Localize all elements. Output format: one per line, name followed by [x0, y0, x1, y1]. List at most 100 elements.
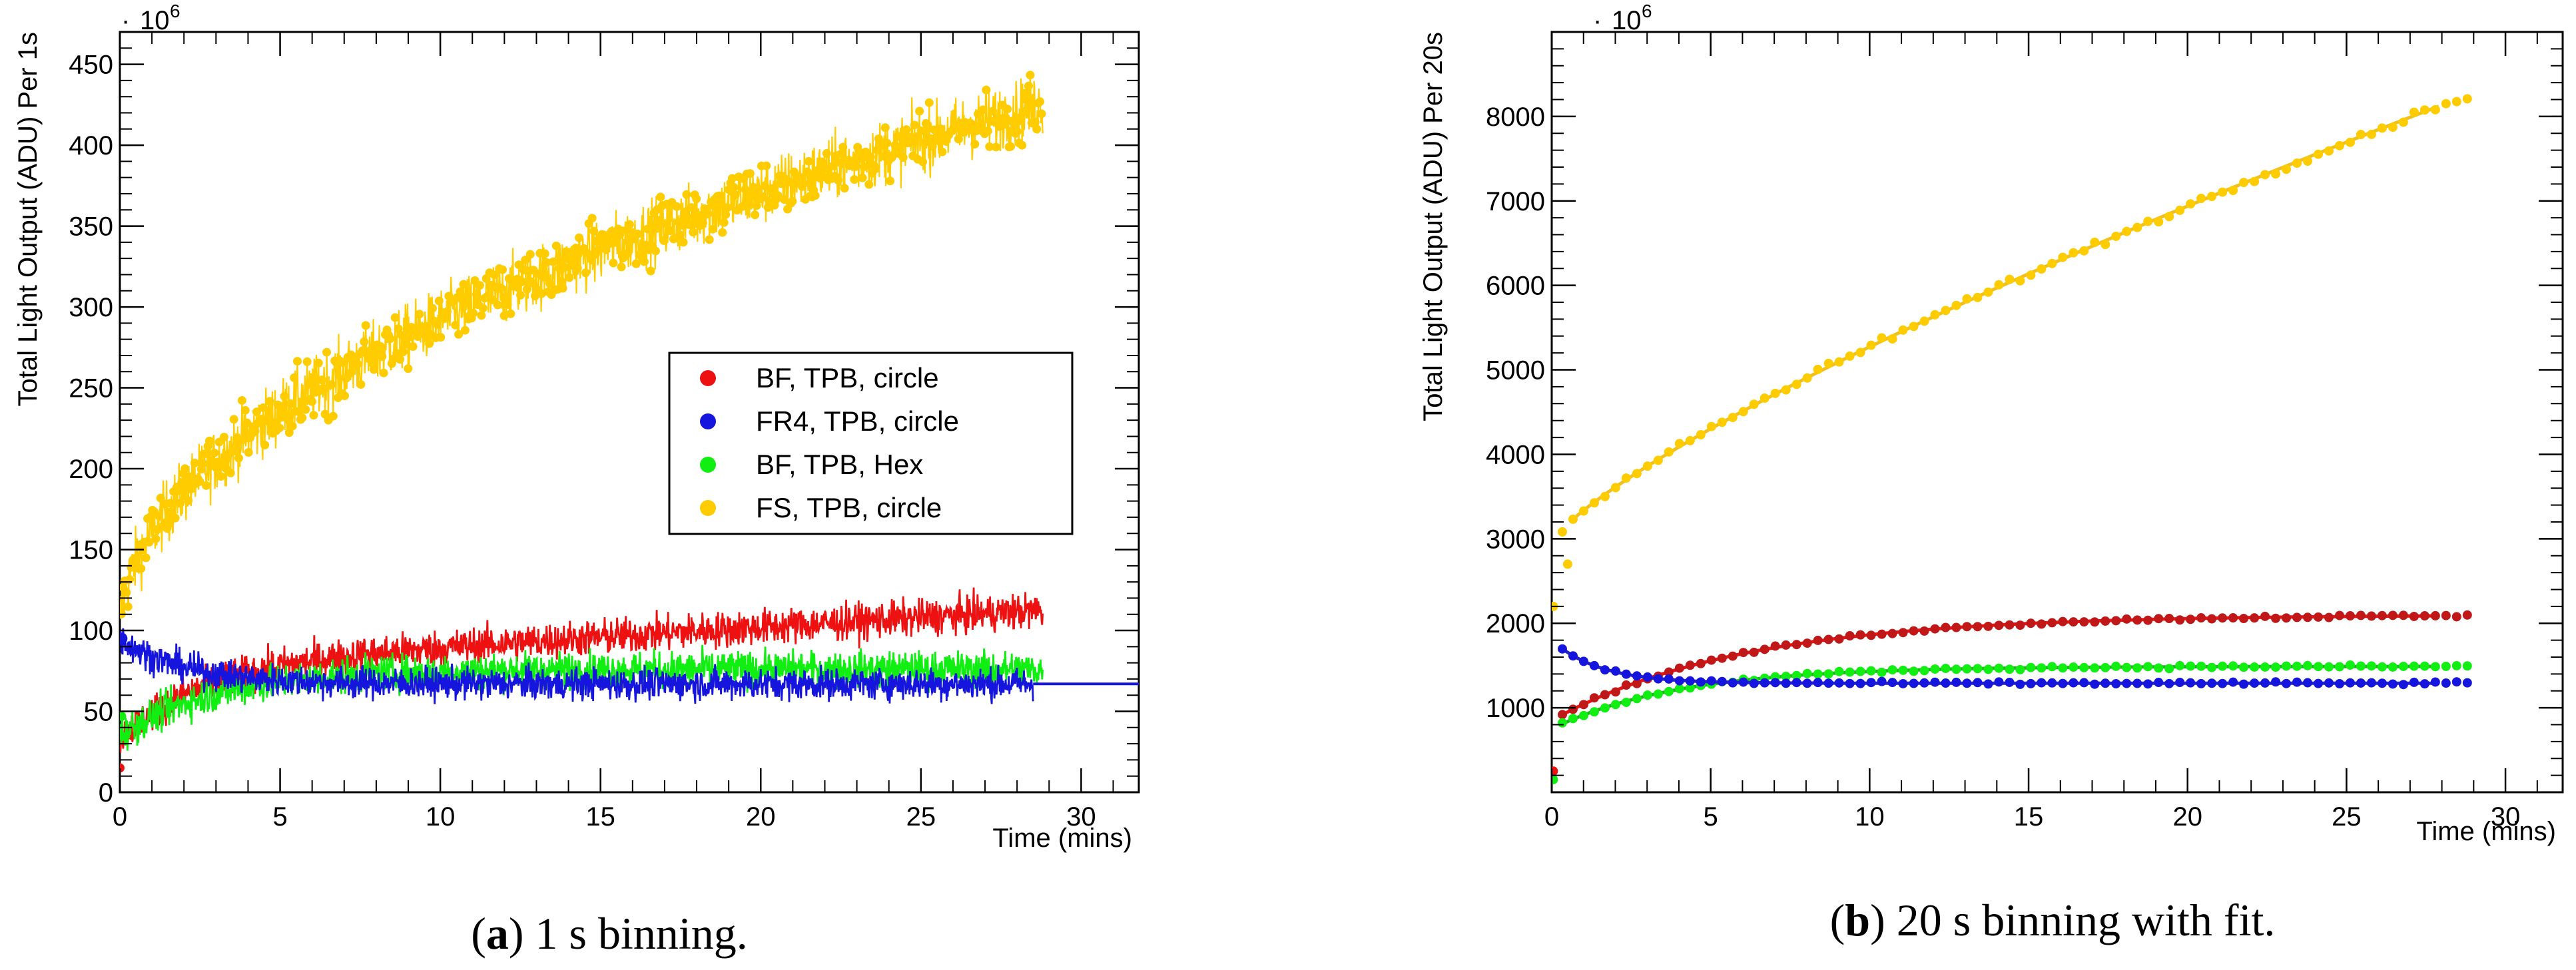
data-point: [721, 210, 731, 219]
data-point: [548, 257, 557, 266]
y-tick-label: 400: [69, 131, 113, 160]
data-point: [2207, 614, 2217, 624]
data-point: [2388, 679, 2398, 689]
data-point: [1674, 684, 1684, 694]
data-point: [1813, 364, 1823, 374]
data-point: [1855, 348, 1865, 358]
data-point: [1685, 676, 1695, 686]
data-point: [2409, 661, 2419, 671]
data-point: [565, 273, 574, 282]
data-point: [681, 207, 690, 216]
data-point: [2430, 677, 2440, 687]
data-point: [2366, 611, 2376, 621]
data-point: [1706, 655, 1716, 665]
data-point: [2303, 678, 2313, 688]
data-point: [1589, 498, 1599, 508]
data-point: [1600, 690, 1610, 700]
data-point-start: [1562, 559, 1572, 569]
data-point: [1717, 417, 1727, 427]
data-point: [810, 191, 820, 200]
data-point: [174, 486, 183, 495]
data-point: [2292, 612, 2302, 622]
panel-b-axes: 0 5 10 15 20 25 30 1000 2000 3000 4000 5000 6000 7000…: [1486, 31, 2563, 832]
data-point: [1973, 664, 1983, 674]
data-point: [2132, 222, 2142, 232]
data-point: [1983, 287, 1993, 297]
data-point: [2132, 615, 2142, 625]
data-point: [2313, 662, 2323, 672]
data-point: [2143, 679, 2153, 689]
data-point: [2186, 199, 2196, 209]
data-point: [666, 226, 675, 236]
data-point: [2069, 248, 2079, 258]
legend-box: [668, 352, 1074, 535]
panel-b-scale-factor: · 10 6: [1593, 1, 1652, 35]
y-tick-label: 150: [69, 536, 113, 565]
data-point: [1653, 455, 1663, 465]
data-point: [2398, 661, 2408, 671]
data-point: [1557, 644, 1567, 654]
data-point: [2260, 170, 2270, 180]
data-point: [2079, 617, 2089, 627]
data-point: [1036, 97, 1045, 107]
data-point: [2292, 158, 2302, 168]
data-point: [1610, 687, 1620, 697]
data-point: [184, 496, 193, 505]
data-point: [2271, 662, 2281, 672]
data-point: [415, 310, 424, 319]
data-point: [558, 284, 567, 293]
data-point: [928, 142, 937, 151]
data-point: [280, 391, 289, 401]
data-point: [954, 134, 963, 144]
data-point: [2090, 237, 2100, 247]
data-point: [1973, 678, 1983, 688]
data-point: [631, 259, 641, 268]
data-point: [1685, 435, 1695, 445]
data-point: [1770, 678, 1780, 688]
data-point: [1770, 641, 1780, 651]
data-point: [275, 423, 284, 433]
data-point: [1696, 658, 1706, 668]
data-point: [698, 218, 707, 228]
data-point: [2271, 613, 2281, 623]
data-point: [2398, 680, 2408, 690]
data-point: [1877, 333, 1887, 343]
data-point: [609, 258, 618, 268]
data-point: [2005, 620, 2015, 630]
data-point: [1930, 664, 1940, 674]
data-point: [436, 333, 446, 342]
data-point: [2260, 662, 2270, 672]
data-point: [521, 256, 530, 265]
x-tick-label: 15: [585, 802, 615, 832]
series-yellow: [120, 71, 1046, 619]
data-point: [1866, 630, 1876, 640]
data-point: [472, 290, 482, 299]
data-point: [727, 174, 737, 183]
data-point: [992, 142, 1001, 152]
data-point: [617, 262, 626, 272]
data-point: [501, 292, 511, 302]
data-point: [498, 265, 507, 274]
data-point: [1621, 473, 1631, 483]
data-point: [1664, 447, 1674, 457]
data-point: [141, 553, 151, 563]
data-point: [866, 152, 875, 162]
data-point: [2441, 99, 2451, 109]
data-point: [425, 339, 434, 348]
panel-a-chart: 0 5 10 15 20 25 30050100150200250300350400450 …: [13, 1, 1140, 959]
data-point: [2154, 217, 2164, 227]
data-point: [1600, 703, 1610, 713]
data-point: [1717, 653, 1727, 663]
data-point: [1951, 677, 1961, 687]
data-point: [1845, 351, 1855, 361]
data-point: [1632, 671, 1642, 681]
y-tick-label: 200: [69, 455, 113, 484]
data-point: [200, 449, 209, 459]
data-point: [204, 436, 214, 445]
data-point: [1578, 656, 1588, 666]
data-point: [137, 564, 146, 573]
data-point: [1026, 71, 1035, 80]
data-point: [489, 270, 499, 280]
data-point: [2100, 616, 2110, 626]
data-point: [882, 138, 892, 148]
